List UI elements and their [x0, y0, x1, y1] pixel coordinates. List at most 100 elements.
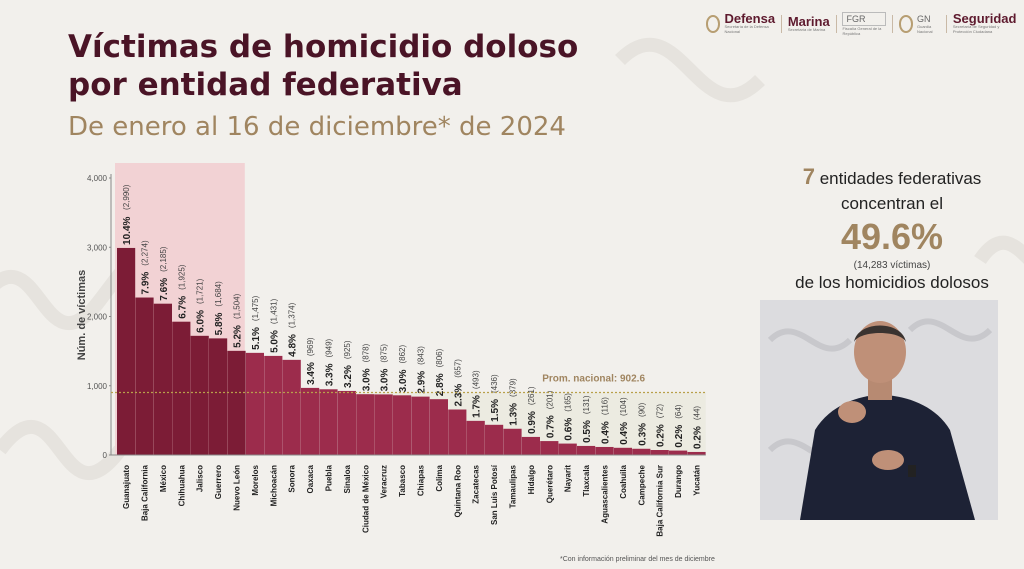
- percent-label: 0.2%: [693, 426, 704, 449]
- bar: [135, 297, 154, 455]
- bar: [632, 448, 651, 455]
- percent-label: 0.9%: [527, 411, 538, 434]
- category-label: Chiapas: [417, 464, 426, 496]
- value-label: (2,185): [159, 246, 168, 272]
- bar: [595, 446, 614, 455]
- category-label: Tabasco: [398, 465, 407, 497]
- percent-label: 1.3%: [509, 403, 520, 426]
- value-label: (116): [601, 397, 610, 415]
- percent-label: 0.7%: [545, 415, 556, 438]
- category-label: Nuevo León: [233, 465, 242, 511]
- category-label: Querétaro: [545, 465, 554, 503]
- value-label: (72): [656, 404, 665, 419]
- y-tick-label: 3,000: [87, 243, 108, 252]
- category-label: Quintana Roo: [453, 465, 462, 518]
- footnote: *Con información preliminar del mes de d…: [560, 556, 715, 563]
- percent-label: 3.2%: [343, 365, 354, 388]
- bar: [429, 399, 448, 455]
- percent-label: 3.0%: [361, 368, 372, 391]
- defensa-seal-icon: [706, 15, 721, 33]
- value-label: (131): [582, 395, 591, 414]
- interpreter-figure: [760, 300, 998, 520]
- bar: [337, 390, 356, 455]
- value-label: (2,274): [141, 240, 150, 266]
- category-label: Baja California Sur: [656, 465, 665, 537]
- percent-label: 4.8%: [288, 334, 299, 357]
- percent-label: 3.4%: [306, 362, 317, 385]
- bar: [319, 389, 338, 455]
- category-label: Yucatán: [693, 465, 702, 496]
- value-label: (1,431): [269, 298, 278, 324]
- logo-seguridad: Seguridad Secretaría de Seguridad y Prote…: [952, 11, 1017, 34]
- percent-label: 0.4%: [619, 422, 630, 445]
- value-label: (104): [619, 397, 628, 416]
- percent-label: 5.1%: [251, 327, 262, 350]
- percent-label: 0.2%: [674, 425, 685, 448]
- percent-label: 7.6%: [159, 278, 170, 301]
- category-label: Morelos: [251, 464, 260, 495]
- category-label: Coahuila: [619, 464, 628, 498]
- bar: [669, 450, 688, 455]
- bar: [356, 394, 375, 455]
- percent-label: 7.9%: [141, 272, 152, 295]
- kpi-count: 7: [802, 164, 815, 189]
- value-label: (1,504): [233, 293, 242, 319]
- bar: [301, 387, 320, 455]
- sign-language-interpreter-video: [760, 300, 998, 520]
- percent-label: 5.2%: [233, 325, 244, 348]
- percent-label: 0.2%: [656, 424, 667, 447]
- value-label: (969): [306, 337, 315, 356]
- category-label: México: [159, 465, 168, 492]
- category-label: San Luis Potosí: [490, 464, 499, 525]
- value-label: (64): [674, 404, 683, 419]
- category-label: Hidalgo: [527, 465, 536, 494]
- percent-label: 10.4%: [122, 216, 133, 244]
- value-label: (379): [509, 378, 518, 397]
- percent-label: 6.0%: [196, 310, 207, 333]
- value-label: (949): [325, 338, 334, 357]
- bar: [411, 396, 430, 455]
- value-label: (1,374): [288, 302, 297, 328]
- category-label: Durango: [674, 465, 683, 498]
- kpi-percent: 49.6%: [840, 216, 944, 257]
- value-label: (843): [417, 346, 426, 365]
- bar: [190, 335, 209, 455]
- percent-label: 1.7%: [472, 395, 483, 418]
- y-tick-label: 0: [103, 451, 108, 460]
- percent-label: 5.0%: [269, 330, 280, 353]
- category-label: Aguascalientes: [601, 464, 610, 523]
- category-label: Tlaxcala: [582, 464, 591, 496]
- category-label: Guerrero: [214, 465, 223, 499]
- y-axis-label: Núm. de víctimas: [76, 270, 88, 360]
- kpi-line2: concentran el: [840, 194, 944, 213]
- category-label: Nayarit: [564, 465, 573, 492]
- average-label: Prom. nacional: 902.6: [542, 373, 645, 384]
- bar: [577, 445, 596, 455]
- page-subtitle: De enero al 16 de diciembre* de 2024: [68, 112, 566, 142]
- bar: [245, 352, 264, 455]
- value-label: (1,721): [196, 278, 205, 304]
- kpi-panel: 7 entidades federativas concentran el 49…: [760, 164, 1024, 293]
- gn-seal-icon: [898, 15, 913, 33]
- percent-label: 2.3%: [453, 384, 464, 407]
- y-tick-label: 4,000: [87, 174, 108, 183]
- percent-label: 0.4%: [601, 421, 612, 444]
- category-label: Oaxaca: [306, 464, 315, 493]
- value-label: (201): [545, 390, 554, 409]
- category-label: Tamaulipas: [509, 464, 518, 508]
- logo-fgr: FGR Fiscalía General de la República: [842, 12, 886, 36]
- bar: [540, 441, 559, 455]
- bar: [485, 424, 504, 455]
- category-label: Puebla: [325, 464, 334, 491]
- value-label: (1,925): [177, 264, 186, 290]
- bar: [448, 409, 467, 455]
- bar: [687, 451, 706, 455]
- bar: [558, 443, 577, 455]
- y-tick-label: 2,000: [87, 313, 108, 322]
- category-label: Baja California: [141, 464, 150, 521]
- value-label: (90): [637, 402, 646, 417]
- value-label: (1,475): [251, 295, 260, 321]
- value-label: (862): [398, 344, 407, 363]
- y-tick-label: 1,000: [87, 382, 108, 391]
- percent-label: 3.0%: [380, 369, 391, 392]
